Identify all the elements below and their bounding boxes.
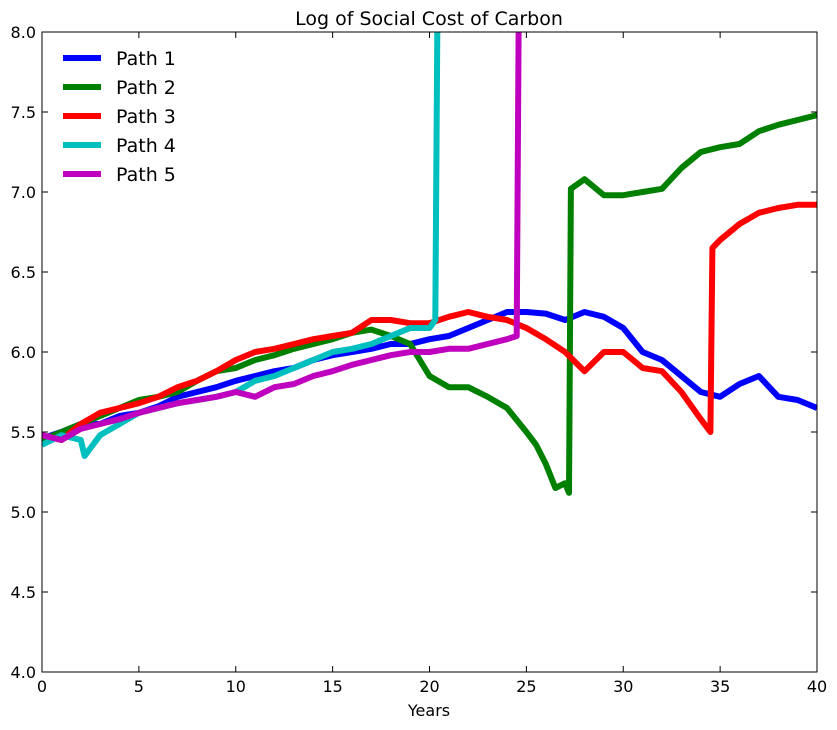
y-tick-label: 5.0 [11, 503, 36, 522]
legend-label-3: Path 3 [116, 106, 176, 128]
legend: Path 1 Path 2 Path 3 Path 4 Path 5 [63, 48, 176, 186]
chart-title: Log of Social Cost of Carbon [295, 8, 563, 30]
series-layer [42, 32, 817, 496]
series-line-path-4 [42, 32, 441, 459]
x-tick-label: 5 [134, 677, 144, 696]
y-tick-label: 4.5 [11, 583, 36, 602]
x-tick-label: 15 [322, 677, 342, 696]
series-line-path-3 [42, 201, 817, 443]
x-tick-label: 40 [807, 677, 827, 696]
legend-label-4: Path 4 [116, 135, 176, 157]
y-tick-label: 7.0 [11, 183, 36, 202]
y-tick-label: 6.0 [11, 343, 36, 362]
y-tick-label: 6.5 [11, 263, 36, 282]
axes-layer: 0 5 10 15 20 25 30 35 40 4.0 4.5 5.0 5.5 6.0 6.5 7.0 7.5… [11, 23, 828, 696]
x-tick-label: 30 [613, 677, 633, 696]
series-line-path-1 [42, 309, 817, 442]
series-line-path-5 [42, 32, 522, 443]
x-tick-label: 25 [516, 677, 536, 696]
x-tick-label: 10 [226, 677, 246, 696]
x-tick-label: 0 [37, 677, 47, 696]
y-tick-label: 5.5 [11, 423, 36, 442]
y-tick-label: 8.0 [11, 23, 36, 42]
y-tick-label: 7.5 [11, 103, 36, 122]
legend-label-2: Path 2 [116, 77, 176, 99]
x-tick-label: 35 [710, 677, 730, 696]
x-axis-label: Years [407, 701, 450, 720]
legend-label-1: Path 1 [116, 48, 176, 70]
legend-label-5: Path 5 [116, 164, 176, 186]
x-tick-label: 20 [419, 677, 439, 696]
y-tick-label: 4.0 [11, 663, 36, 682]
